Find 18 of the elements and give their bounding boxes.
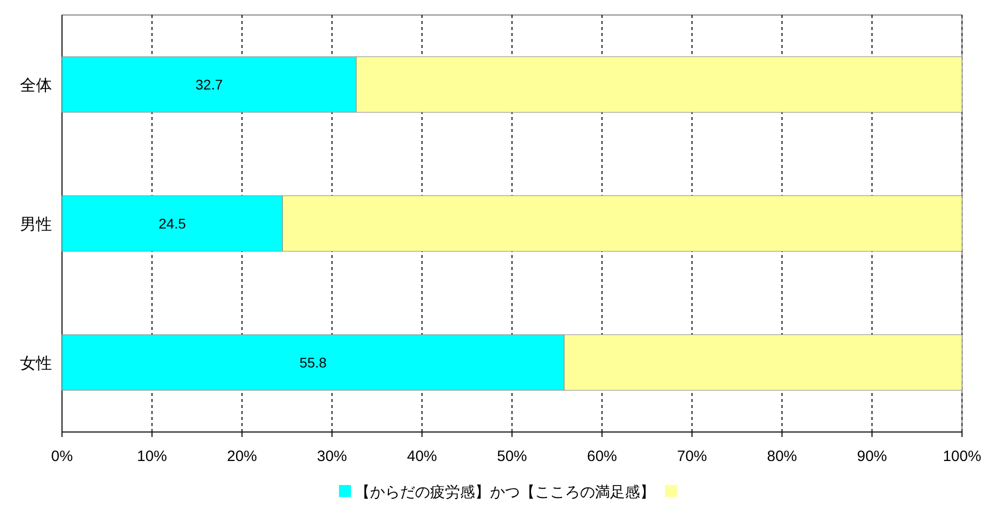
x-tick-label: 100% (942, 448, 982, 465)
data-label: 24.5 (158, 216, 186, 232)
data-label: 55.8 (299, 354, 327, 370)
x-tick-label: 70% (676, 448, 708, 465)
legend-label: 【からだの疲労感】かつ【こころの満足感】 (355, 484, 655, 501)
x-tick-label: 80% (766, 448, 798, 465)
x-tick-label: 20% (226, 448, 258, 465)
x-tick-label: 90% (856, 448, 888, 465)
y-tick-label: 全体 (20, 78, 52, 94)
x-tick-label: 0% (51, 448, 73, 465)
y-tick-label: 女性 (20, 356, 52, 372)
x-tick-label: 30% (316, 448, 348, 465)
data-label: 32.7 (196, 76, 223, 92)
x-tick-label: 50% (496, 448, 528, 465)
x-tick-label: 10% (136, 448, 168, 465)
x-tick-label: 60% (586, 448, 618, 465)
x-tick-label: 40% (406, 448, 438, 465)
y-tick-label: 男性 (20, 216, 52, 234)
